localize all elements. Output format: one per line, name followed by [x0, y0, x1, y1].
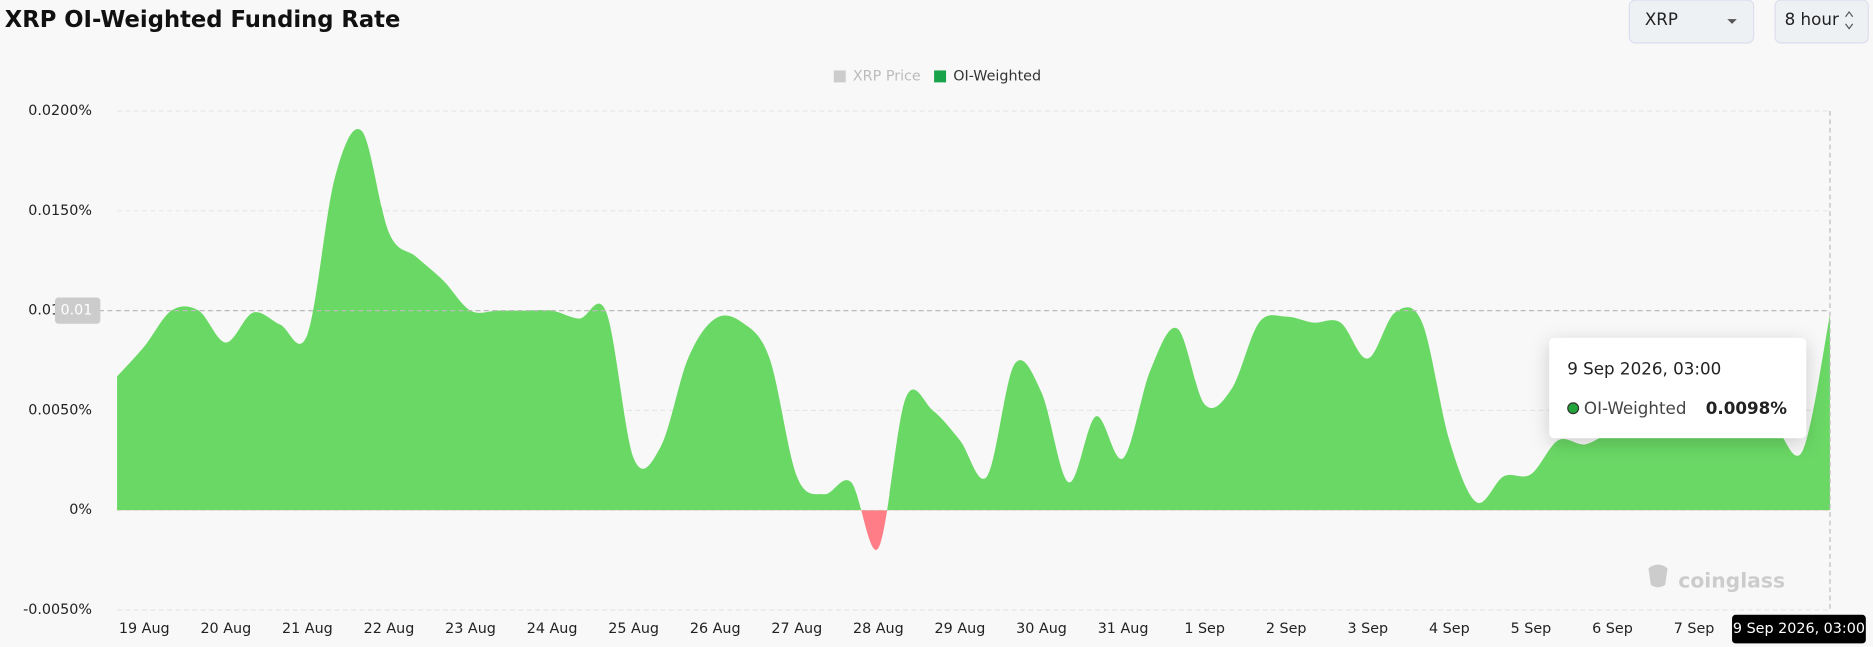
interval-select-value: 8 hour [1785, 9, 1839, 29]
tooltip-title: 9 Sep 2026, 03:00 [1567, 359, 1721, 379]
tooltip-series: OI-Weighted [1584, 398, 1687, 418]
plot: 0.0200%0.0150%0.0100%0.0050%0%-0.0050%XR… [23, 68, 1866, 644]
y-tick-label: -0.0050% [23, 602, 92, 618]
coin-select[interactable] [1628, 0, 1755, 44]
watermark: coinglass [1678, 568, 1785, 592]
x-tick-label: 6 Sep [1592, 621, 1633, 637]
watermark-logo [1648, 564, 1668, 588]
tooltip-marker [1567, 402, 1580, 415]
x-tick-label: 19 Aug [119, 621, 170, 637]
crosshair-x-label: 9 Sep 2026, 03:00 [1733, 621, 1865, 637]
x-tick-label: 3 Sep [1347, 621, 1388, 637]
crosshair-y-label: 0.01 [61, 303, 93, 319]
area-positive [117, 129, 1830, 511]
coin-select-value: XRP [1645, 9, 1678, 29]
x-tick-label: 24 Aug [527, 621, 578, 637]
x-tick-label: 21 Aug [282, 621, 333, 637]
x-tick-label: 31 Aug [1098, 621, 1149, 637]
legend-swatch[interactable] [934, 70, 947, 83]
page-title: XRP OI-Weighted Funding Rate [5, 7, 401, 33]
x-tick-label: 30 Aug [1016, 621, 1067, 637]
x-tick-label: 22 Aug [364, 621, 415, 637]
tooltip-value: 0.0098% [1706, 398, 1787, 418]
legend-swatch [833, 70, 846, 83]
x-tick-label: 7 Sep [1674, 621, 1715, 637]
x-tick-label: 26 Aug [690, 621, 741, 637]
y-tick-label: 0.0150% [28, 203, 92, 219]
sort-icon [1845, 10, 1854, 30]
x-tick-label: 23 Aug [445, 621, 496, 637]
legend-label: OI-Weighted [953, 68, 1041, 84]
x-tick-label: 5 Sep [1511, 621, 1552, 637]
tooltip: 9 Sep 2026, 03:00 OI-Weighted 0.0098% [1549, 337, 1807, 439]
tooltip-box [1549, 337, 1807, 439]
interval-select[interactable] [1774, 0, 1869, 44]
x-tick-label: 29 Aug [935, 621, 986, 637]
y-tick-label: 0.0050% [28, 402, 92, 418]
x-tick-label: 4 Sep [1429, 621, 1470, 637]
crosshair-x-box [1732, 614, 1866, 644]
y-tick-label: 0.0200% [28, 103, 92, 119]
x-tick-label: 2 Sep [1266, 621, 1307, 637]
x-tick-label: 20 Aug [200, 621, 251, 637]
dropdown-arrow [1727, 19, 1737, 24]
x-tick-label: 25 Aug [608, 621, 659, 637]
x-tick-label: 27 Aug [771, 621, 822, 637]
crosshair-y-box [54, 297, 101, 324]
x-tick-label: 28 Aug [853, 621, 904, 637]
legend-label: XRP Price [853, 68, 921, 84]
x-tick-label: 1 Sep [1184, 621, 1225, 637]
y-tick-label: 0% [69, 502, 92, 518]
